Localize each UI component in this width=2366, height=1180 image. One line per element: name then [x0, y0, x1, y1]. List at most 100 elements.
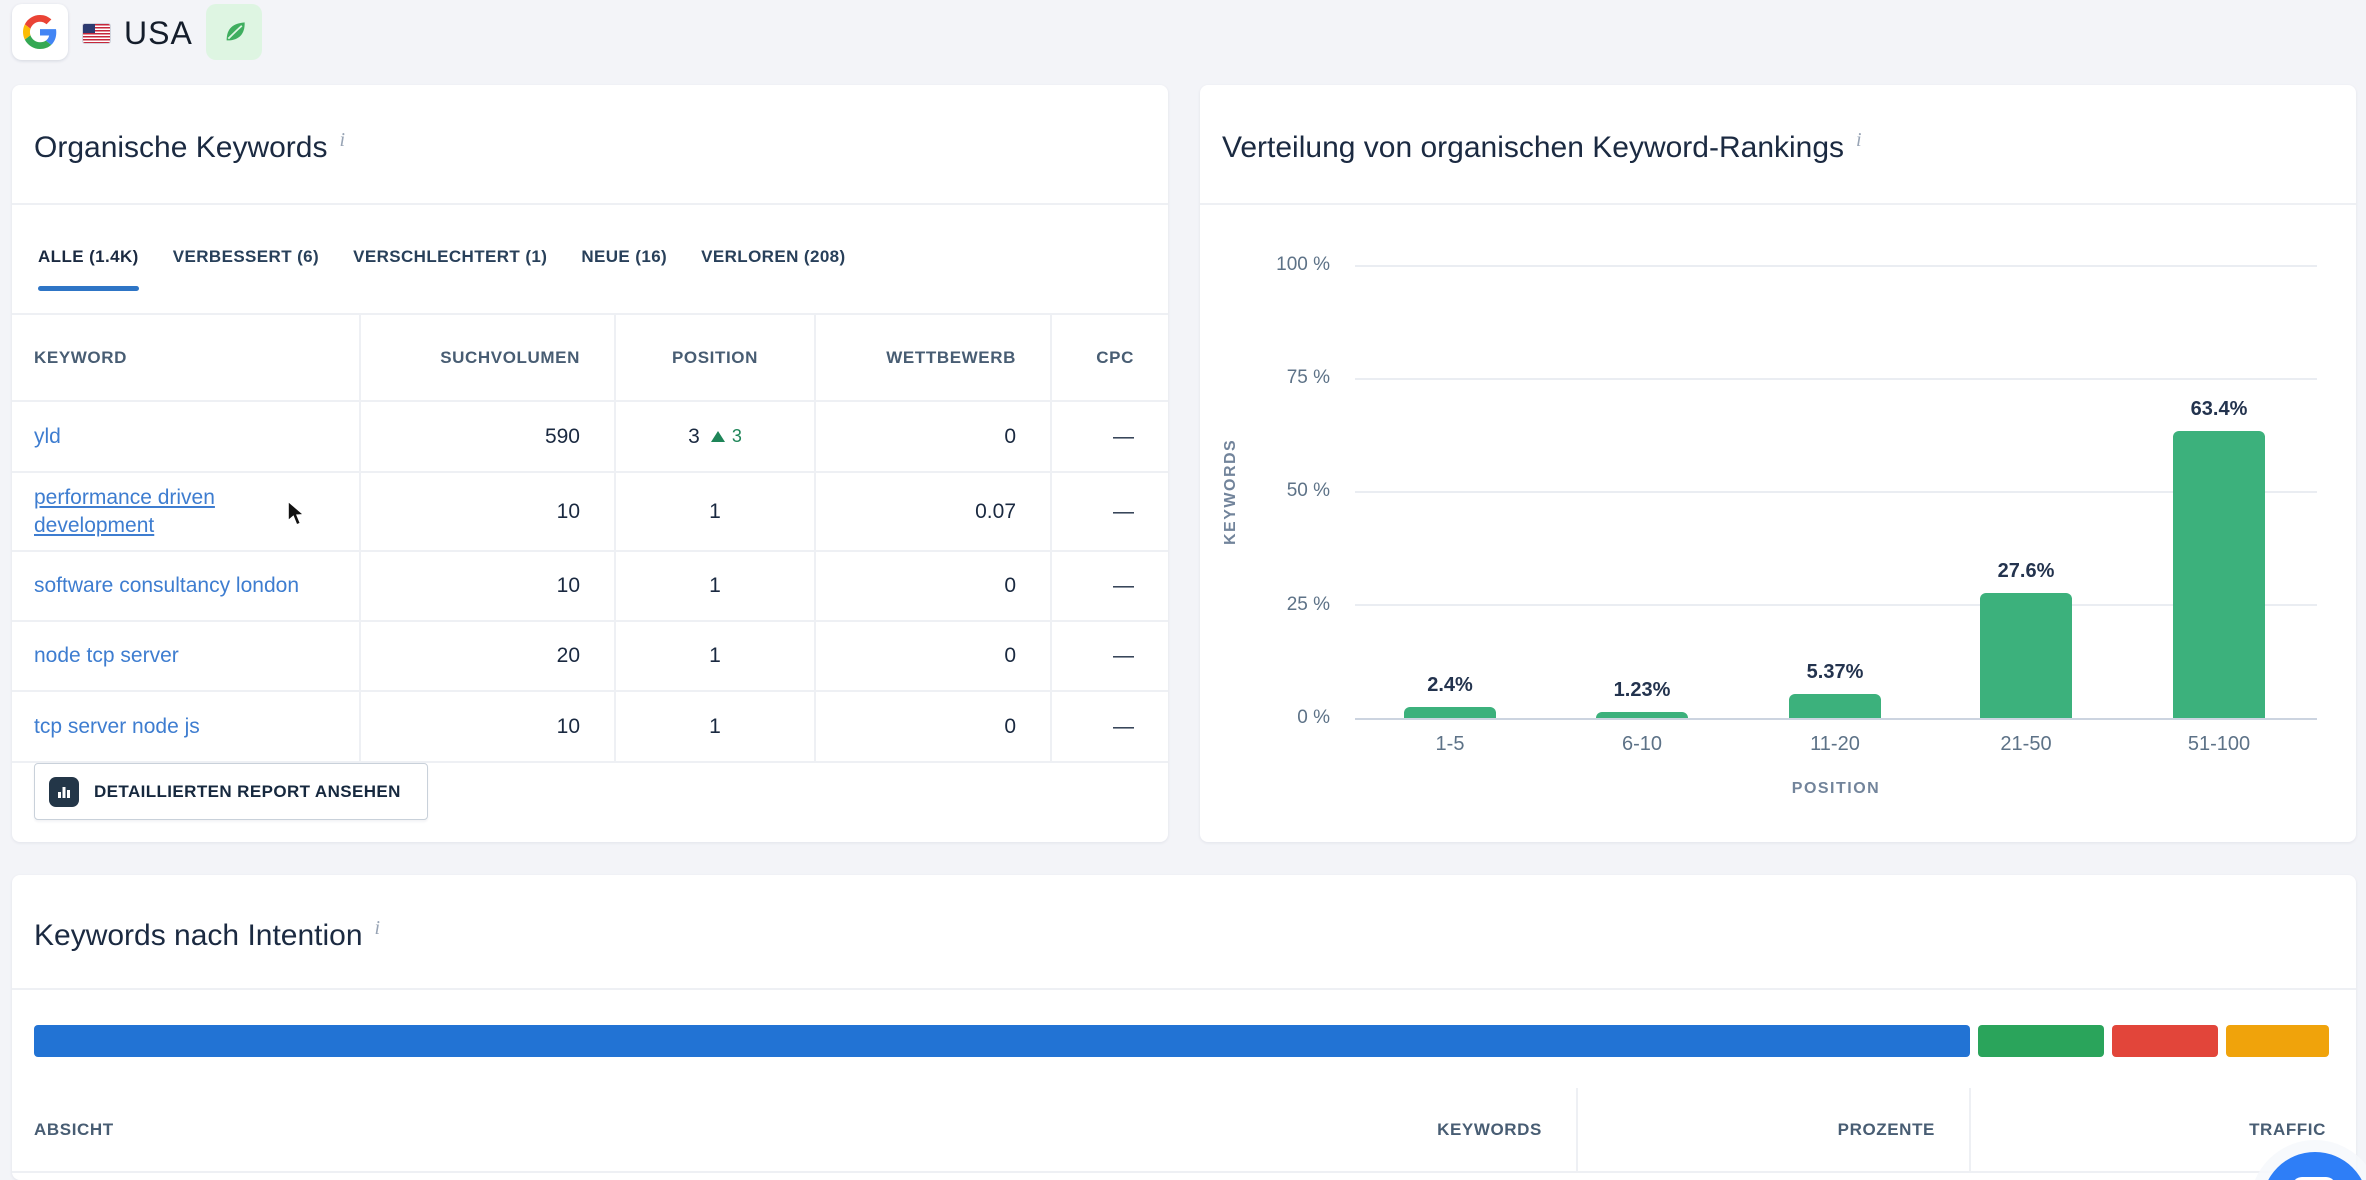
- volume-value: 20: [556, 644, 580, 667]
- tab-verschlechtert[interactable]: VERSCHLECHTERT (1): [353, 247, 548, 266]
- competition-value: 0: [1004, 714, 1016, 738]
- organic-keywords-title: Organische Keywords i: [34, 129, 346, 164]
- y-tick: 50 %: [1286, 480, 1330, 501]
- position-change: 3: [731, 426, 742, 446]
- ranking-bar-value: 1.23%: [1613, 679, 1671, 702]
- col-wettbewerb[interactable]: WETTBEWERB: [886, 347, 1016, 367]
- gridline: [1355, 265, 2317, 267]
- col-traffic: TRAFFIC: [2249, 1119, 2326, 1139]
- position-value: 1: [709, 644, 721, 667]
- x-category: 1-5: [1435, 733, 1465, 755]
- info-icon[interactable]: i: [1856, 129, 1862, 151]
- y-tick: 75 %: [1286, 367, 1330, 388]
- col-prozente: PROZENTE: [1837, 1119, 1935, 1139]
- leaf-toggle[interactable]: [206, 4, 262, 60]
- table-header-row: KEYWORD SUCHVOLUMEN POSITION WETTBEWERB …: [12, 315, 1168, 402]
- col-keywords: KEYWORDS: [1437, 1119, 1542, 1139]
- intent-segment[interactable]: [1978, 1025, 2104, 1057]
- x-axis-label: POSITION: [1791, 780, 1881, 797]
- volume-value: 10: [556, 574, 580, 597]
- col-suchvolumen[interactable]: SUCHVOLUMEN: [440, 347, 580, 367]
- competition-value: 0: [1004, 644, 1016, 667]
- volume-value: 10: [556, 714, 580, 738]
- col-position[interactable]: POSITION: [671, 347, 759, 367]
- cpc-value: —: [1113, 574, 1134, 597]
- tab-alle[interactable]: ALLE (1.4K): [38, 247, 139, 291]
- ranking-bar[interactable]: [1980, 592, 2072, 718]
- tab-verbessert[interactable]: VERBESSERT (6): [172, 247, 320, 266]
- position-value: 1: [709, 499, 721, 523]
- x-category: 51-100: [2187, 733, 2251, 755]
- us-flag-icon[interactable]: [83, 24, 110, 43]
- ranking-bar-value: 27.6%: [1997, 559, 2055, 582]
- intent-segment[interactable]: [2112, 1025, 2218, 1057]
- ranking-bar[interactable]: [2173, 430, 2265, 718]
- tab-verloren[interactable]: VERLOREN (208): [701, 247, 846, 266]
- table-row: software consultancy london 10 1 0 —: [12, 552, 1168, 622]
- keyword-link[interactable]: tcp server node js: [34, 714, 200, 738]
- table-row: performance driven development 10 1 0.07…: [12, 473, 1168, 552]
- y-tick: 100 %: [1276, 254, 1330, 275]
- organic-keywords-table: KEYWORD SUCHVOLUMEN POSITION WETTBEWERB …: [12, 313, 1168, 763]
- cpc-value: —: [1113, 714, 1134, 738]
- ranking-bar[interactable]: [1404, 707, 1496, 718]
- bar-chart-icon: [49, 776, 79, 807]
- keyword-link[interactable]: performance driven development: [34, 486, 215, 537]
- google-g-icon: [23, 15, 57, 49]
- info-icon[interactable]: i: [339, 129, 346, 151]
- position-value: 3: [688, 424, 700, 448]
- divider: [1200, 203, 2356, 205]
- col-keyword[interactable]: KEYWORD: [34, 347, 127, 367]
- leaf-icon: [226, 21, 245, 40]
- tab-neue[interactable]: NEUE (16): [581, 247, 668, 266]
- gridline: [1355, 378, 2317, 380]
- volume-value: 590: [544, 424, 580, 448]
- info-icon[interactable]: i: [374, 917, 381, 939]
- intent-table-header: ABSICHT KEYWORDS PROZENTE TRAFFIC: [12, 1088, 2356, 1173]
- ranking-bar-value: 63.4%: [2190, 397, 2248, 420]
- country-label[interactable]: USA: [124, 15, 193, 51]
- divider: [12, 203, 1168, 205]
- keyword-link[interactable]: node tcp server: [34, 644, 179, 668]
- volume-value: 10: [556, 499, 580, 523]
- x-category: 11-20: [1810, 733, 1860, 755]
- y-tick: 25 %: [1286, 594, 1330, 615]
- intent-stacked-bar: [34, 1025, 2331, 1057]
- organic-tabs: ALLE (1.4K) VERBESSERT (6) VERSCHLECHTER…: [38, 247, 846, 291]
- y-tick: 0 %: [1297, 707, 1330, 728]
- divider: [12, 988, 2356, 990]
- competition-value: 0.07: [975, 499, 1016, 523]
- cpc-value: —: [1113, 499, 1134, 523]
- cpc-value: —: [1113, 644, 1134, 667]
- ranking-bar-value: 2.4%: [1427, 674, 1473, 697]
- keywords-by-intent-card: Keywords nach Intention i ABSICHT KEYWORD…: [12, 875, 2356, 1180]
- intent-segment[interactable]: [34, 1025, 1970, 1057]
- position-value: 1: [709, 574, 721, 597]
- table-row: node tcp server 20 1 0 —: [12, 622, 1168, 692]
- google-logo-box: [12, 4, 68, 60]
- ranking-bar[interactable]: [1789, 693, 1881, 718]
- keyword-link[interactable]: yld: [34, 424, 61, 448]
- organic-keywords-card: Organische Keywords i ALLE (1.4K) VERBESS…: [12, 85, 1168, 842]
- col-cpc[interactable]: CPC: [1096, 347, 1134, 367]
- col-absicht: ABSICHT: [34, 1119, 114, 1139]
- keywords-by-intent-title: Keywords nach Intention i: [34, 917, 381, 952]
- table-row: tcp server node js 10 1 0 —: [12, 692, 1168, 763]
- ranking-bar[interactable]: [1596, 712, 1688, 718]
- position-up-icon: [710, 431, 725, 442]
- table-row: yld 590 3 3 0 —: [12, 402, 1168, 473]
- intent-segment[interactable]: [2226, 1025, 2329, 1057]
- detailed-report-button[interactable]: DETAILLIERTEN REPORT ANSEHEN: [34, 763, 428, 820]
- ranking-bar-chart: 2.4% 1.23% 5.37% 27.6% 63.4%: [1355, 265, 2317, 720]
- x-category: 6-10: [1621, 733, 1663, 755]
- chat-icon: [2292, 1177, 2336, 1180]
- gridline: [1355, 491, 2317, 493]
- position-value: 1: [709, 714, 721, 738]
- keyword-link[interactable]: software consultancy london: [34, 574, 299, 598]
- ranking-distribution-title: Verteilung von organischen Keyword-Ranki…: [1222, 129, 1862, 164]
- competition-value: 0: [1004, 424, 1016, 448]
- ranking-distribution-card: Verteilung von organischen Keyword-Ranki…: [1200, 85, 2356, 842]
- cpc-value: —: [1113, 424, 1134, 448]
- x-category: 21-50: [2000, 733, 2052, 755]
